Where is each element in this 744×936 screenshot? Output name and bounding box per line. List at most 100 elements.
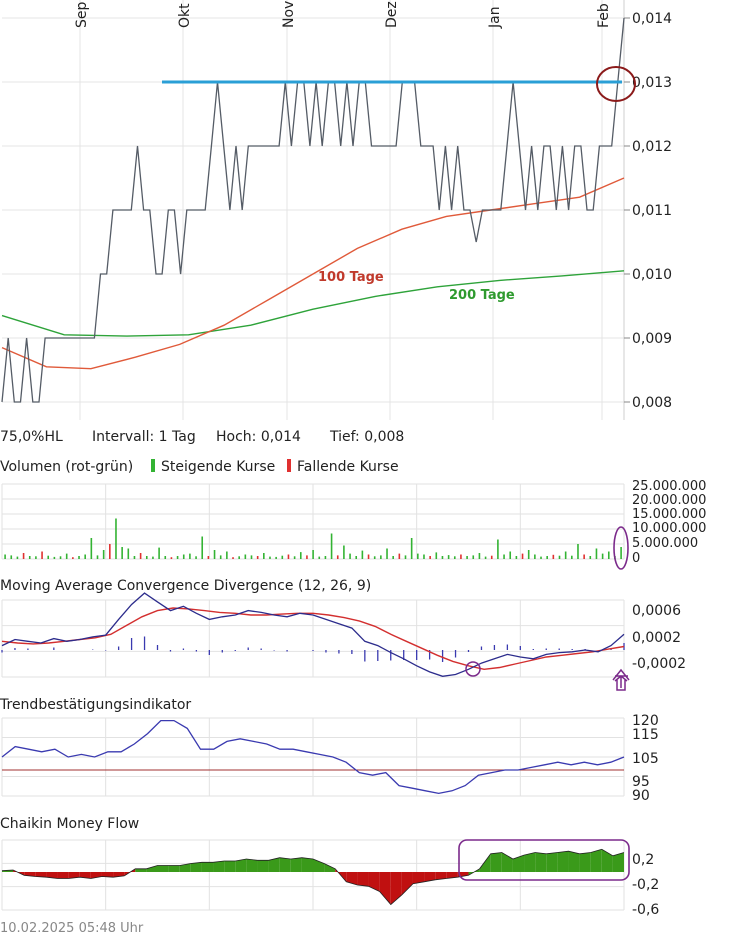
month-label: Feb [596, 3, 612, 28]
volume-bar [423, 554, 425, 559]
volume-bar [460, 554, 462, 559]
cmf-area [535, 852, 547, 872]
macd-tick-label: 0,0006 [632, 603, 681, 619]
cmf-area [101, 872, 114, 878]
volume-bar [65, 553, 68, 559]
cmf-area [446, 872, 458, 879]
volume-bar [164, 556, 167, 559]
volume-bar [28, 556, 31, 559]
volume-bar [158, 547, 160, 559]
price-panel: Sep Okt Nov Dez Jan Feb 0,014 0,013 0,012 0,011 0,… [1, 0, 672, 420]
volume-bar [244, 554, 247, 559]
volume-bar [558, 555, 561, 559]
cmf-area [546, 852, 558, 872]
cmf-area [268, 857, 280, 872]
trend-tick-label: 120 [632, 713, 659, 729]
volume-bar [281, 555, 284, 559]
volume-bar [577, 544, 579, 559]
cmf-area [579, 852, 591, 872]
volume-circle [613, 526, 629, 570]
volume-bar [145, 556, 148, 559]
volume-bar [4, 554, 6, 559]
volume-bar [275, 556, 277, 559]
volume-bar [380, 555, 382, 559]
cmf-area [68, 872, 80, 879]
volume-bar [589, 556, 592, 559]
volume-bar [318, 556, 321, 559]
ma200-label: 200 Tage [449, 288, 515, 303]
volume-bar [466, 556, 468, 559]
cmf-area [568, 851, 580, 872]
cmf-area [313, 859, 325, 872]
volume-bar [115, 518, 117, 559]
volume-bar [484, 556, 487, 559]
volume-bar [47, 555, 50, 559]
cmf-area [368, 872, 380, 892]
info-low: Tief: 0,008 [329, 429, 404, 445]
cmf-area [290, 857, 302, 872]
volume-bar [90, 538, 93, 559]
volume-bar [96, 555, 99, 559]
price-tick-label: 0,014 [632, 11, 672, 27]
volume-bar [564, 551, 567, 559]
month-label: Okt [177, 3, 193, 28]
price-line [1, 17, 625, 403]
cmf-area [224, 860, 236, 872]
volume-bar [84, 554, 86, 559]
volume-bar [595, 548, 598, 559]
cmf-area [490, 852, 502, 872]
volume-bar [546, 556, 548, 559]
macd-circle [465, 661, 481, 677]
volume-bar [152, 556, 154, 559]
volume-bar [182, 554, 185, 559]
info-interval: Intervall: 1 Tag [92, 429, 196, 445]
volume-bar [324, 556, 327, 559]
month-label: Jan [487, 6, 503, 29]
ma100-line [1, 177, 625, 370]
volume-bar [170, 557, 173, 559]
volume-bar [232, 557, 234, 559]
trend-tick-label: 95 [632, 774, 650, 790]
price-tick-label: 0,012 [632, 139, 672, 155]
volume-tick-label: 20.000.000 [632, 493, 706, 508]
cmf-area [479, 853, 491, 872]
volume-bar [195, 556, 197, 559]
volume-header: Volumen (rot-grün) Steigende Kurse Falle… [0, 459, 399, 475]
volume-bar [515, 556, 518, 559]
volume-panel: 25.000.00020.000.00015.000.00010.000.000… [1, 479, 706, 570]
cmf-area [612, 852, 624, 872]
volume-bar [453, 556, 456, 559]
cmf-area [279, 857, 291, 872]
cmf-area [324, 863, 336, 872]
volume-bar [497, 539, 499, 559]
trend-tick-label: 115 [632, 727, 659, 743]
cmf-tick-label: 0,2 [632, 852, 654, 868]
volume-bar [392, 556, 394, 559]
volume-bar [472, 555, 475, 559]
volume-bar [133, 556, 136, 559]
volume-bar [41, 551, 43, 559]
volume-bar [343, 545, 345, 559]
legend-up-label: Steigende Kurse [161, 459, 275, 475]
volume-bar [102, 550, 105, 559]
cmf-area [246, 859, 258, 872]
ma100-label: 100 Tage [318, 270, 384, 285]
price-tick-label: 0,011 [632, 203, 672, 219]
cmf-area [512, 855, 525, 872]
volume-bar [509, 551, 512, 559]
trend-tick-label: 105 [632, 751, 659, 767]
volume-bar [404, 555, 407, 559]
volume-bar [35, 556, 37, 559]
trend-title: Trendbestätigungsindikator [0, 697, 191, 713]
volume-bar [72, 557, 74, 559]
volume-bar [201, 536, 204, 559]
volume-bar [10, 555, 13, 559]
volume-bar [226, 551, 228, 559]
cmf-area [435, 872, 447, 880]
volume-bar [398, 553, 401, 559]
volume-bar [139, 553, 142, 559]
info-bar: 75,0%HL Intervall: 1 Tag Hoch: 0,014 Tie… [0, 429, 404, 445]
volume-bar [263, 553, 265, 559]
macd-panel: 0,0006 0,0002 -0,0002 [1, 592, 686, 691]
